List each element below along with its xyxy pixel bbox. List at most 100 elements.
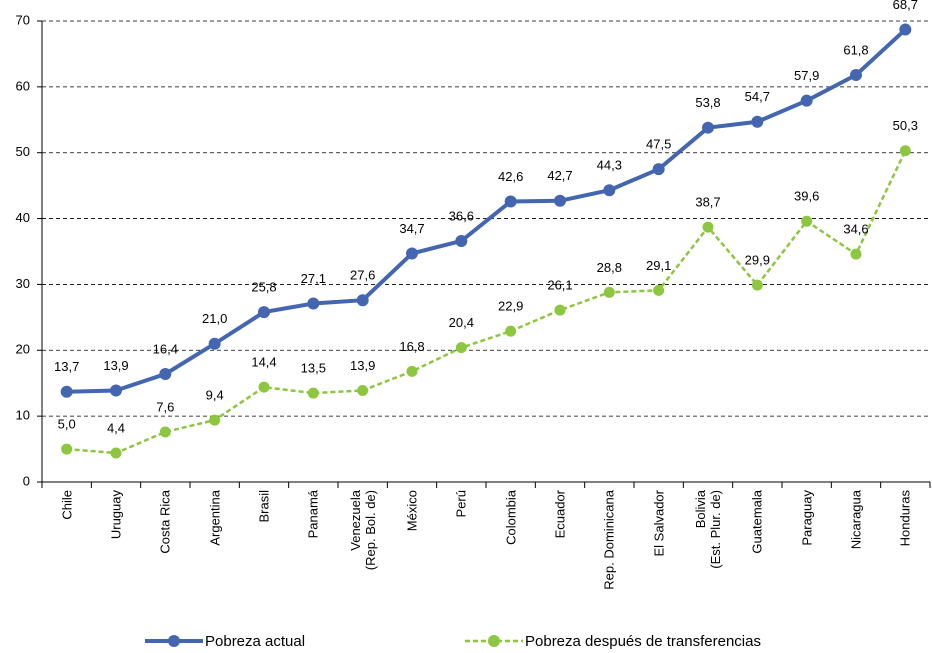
data-label: 61,8 <box>843 42 868 57</box>
series-line <box>66 150 907 455</box>
marker <box>751 279 763 291</box>
x-tick-label: Paraguay <box>799 490 815 546</box>
data-label: 50,3 <box>893 118 918 133</box>
marker <box>356 294 369 307</box>
marker <box>899 23 912 36</box>
y-tick-label: 20 <box>16 342 30 357</box>
data-label: 29,1 <box>646 258 671 273</box>
x-tick-label: Argentina <box>207 490 223 546</box>
data-label: 9,4 <box>206 388 224 403</box>
data-label: 29,9 <box>745 253 770 268</box>
marker <box>208 337 221 350</box>
x-tick-label: Guatemala <box>749 490 765 554</box>
marker <box>455 234 468 247</box>
data-label: 27,1 <box>301 271 326 286</box>
marker <box>61 443 73 455</box>
data-label: 13,5 <box>301 361 326 376</box>
y-tick-label: 70 <box>16 12 30 27</box>
data-label: 34,7 <box>399 221 424 236</box>
marker <box>505 325 517 337</box>
marker <box>603 184 616 197</box>
legend-marker <box>168 635 180 647</box>
marker <box>406 247 418 260</box>
x-tick-label: Nicaragua <box>848 490 864 550</box>
y-tick-label: 0 <box>23 473 30 488</box>
marker <box>504 195 517 208</box>
data-label: 22,9 <box>498 299 523 314</box>
x-tick-label: Costa Rica <box>157 490 173 554</box>
marker <box>554 194 566 207</box>
marker <box>751 115 764 128</box>
marker <box>899 145 911 157</box>
data-label: 21,0 <box>202 311 227 326</box>
data-label: 57,9 <box>794 68 819 83</box>
data-label: 54,7 <box>745 89 770 104</box>
y-tick-label: 50 <box>16 144 30 159</box>
y-tick-label: 30 <box>16 276 30 291</box>
marker <box>455 342 467 354</box>
marker <box>357 384 369 396</box>
data-label: 39,6 <box>794 189 819 204</box>
legend-label: Pobreza después de transferencias <box>525 633 761 650</box>
legend-marker <box>488 635 500 647</box>
marker <box>652 163 665 176</box>
data-label: 68,7 <box>893 0 918 12</box>
marker <box>209 414 221 426</box>
x-tick-label: Bolivia (Est. Plur. de) <box>693 490 723 569</box>
data-label: 13,9 <box>350 358 375 373</box>
marker <box>307 297 320 310</box>
data-label: 28,8 <box>597 260 622 275</box>
marker <box>159 367 172 380</box>
x-tick-label: Venezuela (Rep. Bol. de) <box>347 490 378 571</box>
data-label: 7,6 <box>156 399 174 414</box>
marker <box>258 381 270 393</box>
data-label: 47,5 <box>646 137 671 152</box>
data-label: 36,6 <box>449 208 474 223</box>
x-tick-label: Panamá <box>305 490 321 539</box>
data-label: 26,1 <box>547 278 572 293</box>
x-tick-label: El Salvador <box>651 490 667 557</box>
x-tick-label: Colombia <box>503 490 519 545</box>
data-label: 25,8 <box>251 280 276 295</box>
x-tick-label: Brasil <box>256 490 272 523</box>
marker <box>307 387 319 399</box>
marker <box>800 94 813 107</box>
y-tick-label: 40 <box>16 210 30 225</box>
data-label: 13,7 <box>54 359 79 374</box>
y-tick-label: 60 <box>16 78 30 93</box>
marker <box>702 121 714 134</box>
marker <box>110 384 122 397</box>
data-label: 38,7 <box>695 195 720 210</box>
data-label: 4,4 <box>107 420 125 435</box>
series-line <box>66 28 907 394</box>
marker <box>159 426 171 438</box>
data-label: 53,8 <box>695 95 720 110</box>
marker <box>850 69 862 82</box>
marker <box>850 248 862 260</box>
data-label: 42,7 <box>547 168 572 183</box>
data-label: 34,6 <box>843 222 868 237</box>
marker <box>554 304 566 316</box>
x-tick-label: Perú <box>453 490 469 518</box>
x-tick-label: Uruguay <box>108 490 124 540</box>
y-tick-label: 10 <box>16 408 30 423</box>
x-tick-label: Chile <box>59 490 75 520</box>
marker <box>801 215 813 227</box>
data-label: 14,4 <box>251 355 276 370</box>
x-tick-label: Rep. Dominicana <box>601 490 617 590</box>
data-label: 16,4 <box>153 341 178 356</box>
data-label: 20,4 <box>449 315 474 330</box>
x-tick-label: Ecuador <box>552 490 568 539</box>
data-label: 42,6 <box>498 169 523 184</box>
data-label: 5,0 <box>58 417 76 432</box>
data-label: 44,3 <box>597 158 622 173</box>
data-label: 27,6 <box>350 268 375 283</box>
marker <box>702 221 714 233</box>
marker <box>653 284 665 296</box>
marker <box>110 447 122 459</box>
marker <box>603 286 615 298</box>
data-label: 16,8 <box>399 339 424 354</box>
marker <box>60 385 73 398</box>
